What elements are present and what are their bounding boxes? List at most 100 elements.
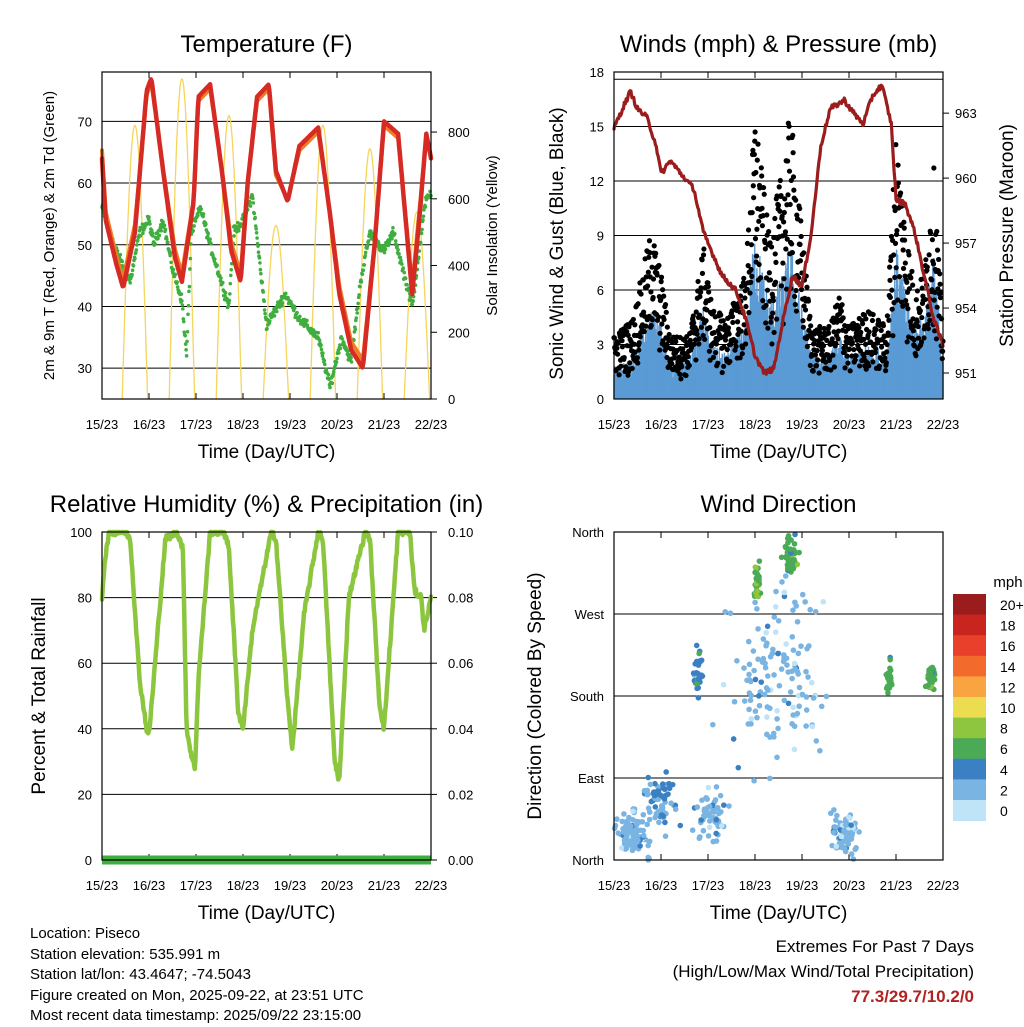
gust-point	[812, 352, 819, 358]
wind-direction-point	[817, 747, 823, 754]
wind-direction-point	[689, 827, 696, 833]
gust-point	[861, 353, 867, 359]
gust-point	[914, 288, 921, 294]
gust-point	[650, 294, 656, 301]
wind-direction-point	[695, 685, 702, 691]
wind-direction-point	[748, 692, 755, 699]
gust-point	[828, 367, 834, 373]
wind-direction-point	[785, 540, 791, 546]
gust-point	[800, 318, 806, 324]
wind-direction-point	[775, 618, 782, 624]
gust-point	[789, 250, 795, 256]
wind-direction-point	[741, 698, 748, 704]
gust-point	[615, 351, 621, 357]
wind-direction-point	[756, 702, 763, 709]
dewpoint-point	[148, 222, 152, 226]
y2-tick-label: 800	[448, 125, 470, 140]
gust-point	[696, 336, 702, 342]
wind-direction-point	[618, 845, 625, 851]
gust-point	[671, 355, 677, 361]
wind-direction-point	[720, 681, 727, 688]
wind-direction-point	[700, 827, 707, 834]
gust-point	[897, 190, 904, 196]
wind-direction-point	[652, 804, 659, 810]
gust-point	[896, 274, 903, 280]
wind-direction-point	[792, 531, 798, 538]
x-tick-label: 21/23	[880, 417, 913, 432]
temp-2m-line	[99, 77, 434, 370]
wind-direction-point	[659, 805, 666, 811]
gust-point	[835, 336, 841, 342]
x-axis-label: Time (Day/UTC)	[710, 903, 848, 924]
gust-point	[749, 273, 755, 279]
gust-point	[825, 330, 832, 336]
wind-direction-point	[774, 716, 780, 722]
dewpoint-point	[365, 244, 370, 248]
chart-title: Wind Direction	[700, 491, 856, 518]
gust-point	[782, 196, 788, 202]
gust-point	[936, 256, 942, 263]
dewpoint-point	[340, 337, 344, 341]
gust-point	[752, 236, 759, 242]
gust-point	[645, 283, 651, 289]
wind-direction-point	[928, 669, 934, 676]
wind-direction-point	[751, 667, 757, 674]
gust-point	[793, 287, 799, 294]
wind-direction-point	[668, 800, 674, 807]
gust-point	[768, 314, 774, 320]
legend-label: 14	[1000, 659, 1016, 675]
x-tick-label: 21/23	[368, 417, 401, 432]
gust-point	[906, 252, 912, 258]
gust-point	[734, 319, 741, 325]
legend-swatch	[953, 697, 986, 718]
gust-point	[849, 340, 855, 346]
x-tick-label: 22/23	[927, 878, 960, 893]
gust-point	[894, 227, 900, 234]
gust-point	[743, 303, 749, 310]
gust-point	[701, 246, 707, 252]
gust-point	[616, 372, 622, 378]
x-tick-label: 18/23	[227, 878, 260, 893]
y2-tick-label: 0.04	[448, 722, 473, 737]
gust-point	[793, 308, 800, 314]
gust-point	[785, 158, 791, 164]
dewpoint-point	[254, 227, 258, 231]
gust-point	[910, 282, 916, 288]
wind-direction-point	[694, 680, 700, 687]
gust-point	[938, 290, 944, 296]
wind-direction-point	[710, 721, 716, 728]
x-tick-label: 17/23	[692, 878, 725, 893]
y-tick-label: 70	[78, 114, 92, 129]
gust-point	[664, 354, 670, 361]
gust-point	[893, 265, 899, 271]
wind-direction-point	[789, 721, 795, 727]
gust-point	[743, 341, 749, 347]
gust-point	[919, 285, 925, 291]
dewpoint-point	[159, 228, 164, 233]
gust-point	[719, 369, 725, 376]
wind-direction-point	[705, 784, 712, 791]
gust-point	[637, 334, 643, 340]
gust-point	[694, 327, 700, 333]
wind-direction-point	[773, 588, 779, 595]
x-tick-label: 16/23	[645, 878, 678, 893]
wind-direction-point	[620, 829, 627, 835]
gust-point	[873, 346, 879, 352]
gust-point	[892, 274, 898, 281]
dewpoint-point	[204, 222, 208, 227]
x-tick-label: 18/23	[739, 878, 772, 893]
gust-point	[807, 362, 813, 369]
gust-point	[760, 298, 766, 304]
dewpoint-point	[180, 303, 185, 307]
y-tick-label: 15	[590, 120, 604, 135]
gust-point	[766, 229, 772, 235]
y-tick-label: 0	[85, 853, 92, 868]
gust-point	[817, 323, 823, 330]
dewpoint-point	[391, 226, 395, 230]
dewpoint-point	[181, 307, 185, 311]
wind-direction-point	[812, 608, 819, 615]
wind-direction-point	[669, 781, 676, 788]
gust-point	[625, 332, 631, 338]
gust-point	[931, 297, 937, 303]
wind-direction-point	[796, 703, 802, 710]
